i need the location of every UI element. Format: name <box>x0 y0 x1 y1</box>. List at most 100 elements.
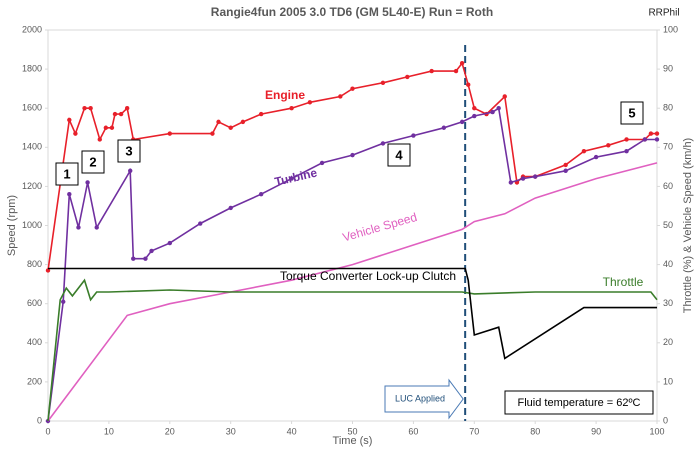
point <box>216 119 221 125</box>
x-tick-label: 40 <box>287 426 297 436</box>
point <box>533 174 538 179</box>
point <box>380 141 386 146</box>
series-line <box>47 162 658 422</box>
annotation-box <box>55 162 79 186</box>
y2-tick-label: 0 <box>663 415 668 425</box>
point <box>319 160 325 166</box>
x-tick-label: 90 <box>591 426 601 436</box>
point <box>61 299 66 304</box>
y-tick-label: 1800 <box>22 63 42 73</box>
point <box>228 125 233 130</box>
y-tick-label: 800 <box>27 259 42 269</box>
y-tick-label: 200 <box>27 376 42 386</box>
point <box>131 256 136 261</box>
point <box>624 149 629 154</box>
point <box>459 119 465 125</box>
event-arrow <box>384 378 464 420</box>
point <box>240 119 246 125</box>
series-label: Throttle <box>603 275 644 289</box>
point <box>472 113 477 119</box>
y2-tick-label: 100 <box>663 24 678 34</box>
annotation-box <box>387 143 411 167</box>
x-tick-label: 70 <box>469 426 479 436</box>
point <box>496 106 501 111</box>
y2-tick-label: 80 <box>663 103 673 113</box>
point <box>143 256 148 261</box>
point <box>307 100 313 105</box>
annotation-label: 1 <box>63 166 70 181</box>
x-tick-label: 100 <box>649 426 664 436</box>
x-tick-label: 10 <box>104 426 114 436</box>
x-tick-label: 80 <box>530 426 540 436</box>
annotation-label: 3 <box>125 143 132 158</box>
x-tick-label: 50 <box>347 426 357 436</box>
point <box>581 149 587 154</box>
y2-tick-label: 90 <box>663 63 673 73</box>
y2-tick-label: 50 <box>663 220 673 230</box>
y-tick-label: 600 <box>27 298 42 308</box>
point <box>67 192 72 197</box>
point <box>502 94 507 99</box>
point <box>289 106 294 111</box>
point <box>198 221 203 226</box>
point <box>563 162 568 168</box>
x-tick-label: 30 <box>226 426 236 436</box>
point <box>466 82 471 87</box>
y-tick-label: 2000 <box>22 24 42 34</box>
annotation-label: 4 <box>395 147 403 162</box>
y2-tick-label: 70 <box>663 142 673 152</box>
point <box>441 125 447 130</box>
point <box>490 109 495 115</box>
point <box>563 168 568 173</box>
point <box>228 205 233 211</box>
point <box>258 192 264 197</box>
series-label: Torque Converter Lock-up Clutch <box>280 269 456 283</box>
point <box>85 180 90 185</box>
point <box>82 106 87 111</box>
y2-tick-label: 10 <box>663 376 673 386</box>
point <box>453 68 459 74</box>
y-axis-title: Speed (rpm) <box>6 195 18 256</box>
x-tick-label: 60 <box>408 426 418 436</box>
point <box>94 225 99 230</box>
point <box>149 248 154 254</box>
series-label: Turbine <box>273 165 318 188</box>
point <box>45 268 51 273</box>
y-tick-label: 1200 <box>22 181 42 191</box>
point <box>338 94 343 99</box>
point <box>429 68 434 74</box>
point <box>103 125 109 130</box>
point <box>350 152 355 158</box>
point <box>520 176 526 181</box>
note-box <box>504 390 654 415</box>
point <box>606 143 611 148</box>
y2-tick-label: 30 <box>663 298 673 308</box>
point <box>124 106 130 111</box>
y-tick-label: 400 <box>27 337 42 347</box>
point <box>472 106 477 111</box>
point <box>624 137 629 142</box>
point <box>97 137 102 142</box>
y-tick-label: 1000 <box>22 220 42 230</box>
point <box>508 180 514 185</box>
x-tick-label: 20 <box>165 426 175 436</box>
series-line <box>48 267 657 360</box>
note: Fluid temperature = 62ºC <box>518 397 641 409</box>
annotation-box <box>81 150 105 174</box>
point <box>112 111 118 117</box>
point <box>118 111 124 117</box>
point <box>73 131 78 136</box>
point <box>210 131 215 136</box>
point <box>380 80 386 85</box>
x-tick-label: 0 <box>45 426 50 436</box>
point <box>76 225 81 230</box>
x-axis-title: Time (s) <box>333 435 373 447</box>
series-label: Vehicle Speed <box>341 210 419 245</box>
point <box>350 86 355 91</box>
point <box>289 176 294 181</box>
y-tick-label: 1400 <box>22 142 42 152</box>
series-label: Engine <box>265 88 305 102</box>
point <box>648 131 654 136</box>
annotation-label: 5 <box>628 105 635 120</box>
